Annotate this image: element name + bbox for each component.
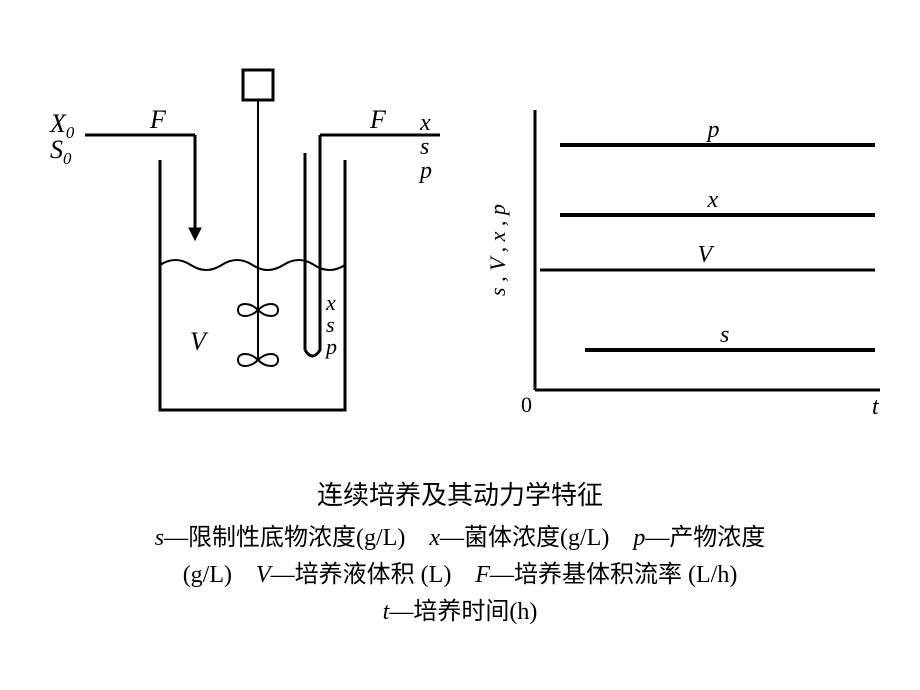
reactor-svg: X0S0FFxspVxsp xyxy=(40,40,440,460)
svg-text:s: s xyxy=(420,134,429,160)
svg-text:0: 0 xyxy=(521,392,532,417)
svg-text:F: F xyxy=(369,105,387,134)
chart-svg: 0 t s , V , x , p p x Vs xyxy=(480,90,900,430)
page: X0S0FFxspVxsp 0ts , V , x , ppxVs 连续培养及其… xyxy=(0,0,920,690)
svg-text:s: s xyxy=(720,322,729,348)
svg-text:t: t xyxy=(872,394,880,420)
figures-row: X0S0FFxspVxsp 0ts , V , x , ppxVs xyxy=(0,30,920,460)
figure-caption: 连续培养及其动力学特征 xyxy=(0,475,920,512)
reactor-diagram: X0S0FFxspVxsp xyxy=(40,40,440,460)
svg-text:p: p xyxy=(418,158,432,184)
legend-line-3: t—培养时间(h) xyxy=(60,594,860,631)
svg-text:V: V xyxy=(698,242,715,268)
svg-text:F: F xyxy=(149,105,167,134)
legend-line-2: (g/L) V—培养液体积 (L) F—培养基体积流率 (L/h) xyxy=(60,557,860,594)
kinetics-chart: 0 t s , V , x , p p x Vs xyxy=(480,90,900,430)
svg-text:p: p xyxy=(324,334,337,359)
svg-text:x: x xyxy=(707,187,719,213)
legend-block: s—限制性底物浓度(g/L) x—菌体浓度(g/L) p—产物浓度 (g/L) … xyxy=(60,520,860,632)
svg-text:V: V xyxy=(190,327,209,356)
svg-text:s , V , x , p: s , V , x , p xyxy=(485,204,510,296)
svg-text:x: x xyxy=(419,110,431,136)
svg-text:p: p xyxy=(706,117,720,143)
legend-line-1: s—限制性底物浓度(g/L) x—菌体浓度(g/L) p—产物浓度 xyxy=(60,520,860,557)
